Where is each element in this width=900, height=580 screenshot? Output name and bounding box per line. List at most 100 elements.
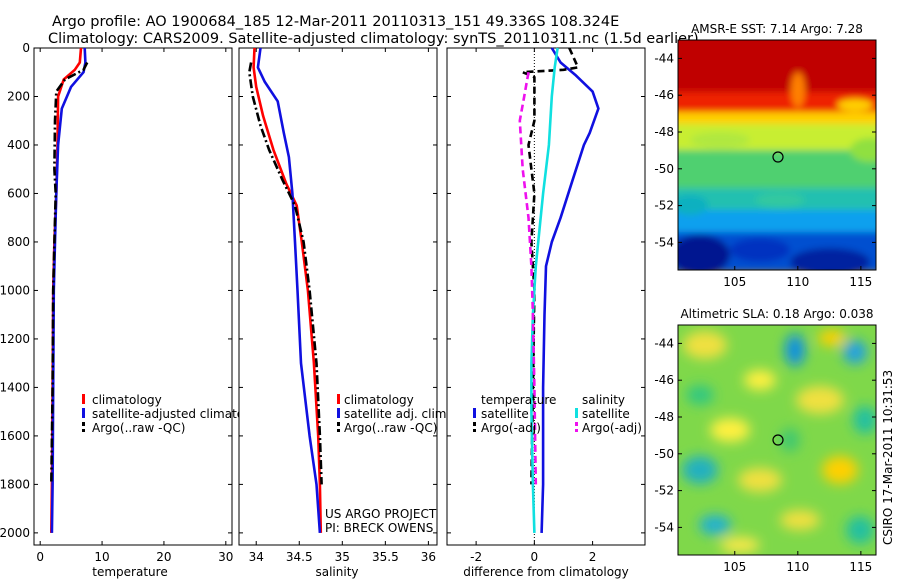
sst-map-frame (677, 39, 877, 271)
map-ytick-label: -44 (654, 51, 674, 65)
sst-map-title: AMSR-E SST: 7.14 Argo: 7.28 (691, 22, 863, 36)
timestamp-stamp: CSIRO 17-Mar-2011 10:31:53 (881, 370, 895, 545)
sla-heatmap (678, 325, 876, 555)
ytick-label: 200 (7, 89, 30, 103)
sla-xticks: 105 110 115 (723, 551, 872, 574)
xtick-label: 36 (421, 550, 436, 564)
salinity-xticks: 34 34.5 35 35.5 36 (249, 48, 436, 564)
difference-legend-temperature: temperature satellite Argo(-adj) (473, 393, 556, 435)
sst-xticks: 105 110 115 (723, 266, 872, 289)
salinity-xlabel: salinity (315, 565, 358, 579)
difference-panel: -2 0 2 difference from climatology tempera… (446, 47, 646, 579)
legend-title-temperature: temperature (481, 393, 556, 407)
legend-swatch-satellite-adj (337, 408, 340, 418)
map-ytick-label: -46 (654, 373, 674, 387)
sst-argo-marker (772, 151, 784, 163)
ytick-label: 1800 (0, 477, 30, 491)
map-ytick-label: -52 (654, 199, 674, 213)
map-xtick-label: 115 (849, 275, 872, 289)
map-xtick-label: 105 (723, 560, 746, 574)
map-ytick-label: -46 (654, 88, 674, 102)
xtick-label: 10 (94, 550, 109, 564)
figure-title-line2: Climatology: CARS2009. Satellite-adjuste… (48, 31, 699, 47)
series-line-salinity-satellite (530, 47, 559, 533)
xtick-label: 35.5 (372, 550, 399, 564)
temperature-xlabel: temperature (92, 565, 167, 579)
legend-swatch-climatology (337, 394, 340, 404)
ytick-label: 0 (22, 41, 30, 55)
sst-map-panel: AMSR-E SST: 7.14 Argo: 7.28 (654, 22, 877, 289)
temperature-yticks: 0 200 400 600 800 1000 1200 1400 1600 1800 2000 (0, 41, 232, 540)
legend-label-argo: Argo(..raw -QC) (344, 421, 437, 435)
ytick-label: 400 (7, 138, 30, 152)
xtick-label: 35 (335, 550, 350, 564)
legend-label-temp-satellite: satellite (481, 407, 529, 421)
legend-swatch-sal-argo-b (575, 429, 578, 432)
series-line-satellite-adj-clim- (256, 47, 322, 533)
series-line-argo-raw-qc- (50, 61, 89, 485)
map-ytick-label: -52 (654, 484, 674, 498)
xtick-label: 2 (589, 550, 597, 564)
xtick-label: 0 (531, 550, 539, 564)
sst-heatmap (678, 40, 876, 270)
map-ytick-label: -54 (654, 520, 674, 534)
legend-swatch-temp-satellite (473, 408, 476, 418)
difference-yticks (447, 47, 645, 534)
legend-swatch-argo (337, 422, 340, 426)
difference-xlabel: difference from climatology (463, 565, 629, 579)
series-line-temperature-satellite (540, 47, 600, 533)
sla-map-frame (677, 324, 877, 556)
series-line-argo-raw-qc- (248, 62, 323, 485)
map-ytick-label: -48 (654, 410, 674, 424)
salinity-legend: climatology satellite adj. clim. Argo(..… (337, 393, 450, 435)
legend-swatch-temp-argo-b (473, 429, 476, 432)
ytick-label: 1000 (0, 283, 30, 297)
credit-line2: PI: BRECK OWENS (325, 521, 433, 535)
legend-label-sal-satellite: satellite (582, 407, 630, 421)
temperature-series (50, 47, 89, 533)
legend-label-argo: Argo(..raw -QC) (92, 421, 185, 435)
legend-label-climatology: climatology (92, 393, 162, 407)
map-xtick-label: 110 (786, 275, 809, 289)
map-xtick-label: 115 (849, 560, 872, 574)
temperature-xticks: 0 10 20 30 (36, 48, 233, 564)
difference-legend-salinity: salinity satellite Argo(-adj) (575, 393, 642, 435)
xtick-label: 0 (36, 550, 44, 564)
temperature-legend: climatology satellite-adjusted climatolo… (82, 393, 262, 435)
salinity-series (248, 47, 323, 533)
ytick-label: 2000 (0, 526, 30, 540)
legend-label-sal-argo: Argo(-adj) (582, 421, 642, 435)
ytick-label: 1600 (0, 429, 30, 443)
series-line-salinity-argo-adj- (518, 71, 538, 485)
credit-line1: US ARGO PROJECT (325, 507, 437, 521)
sla-yticks: -44 -46 -48 -50 -52 -54 (654, 336, 876, 534)
xtick-label: 20 (156, 550, 171, 564)
legend-swatch-temp-argo (473, 422, 476, 426)
legend-swatch-climatology (82, 394, 85, 404)
legend-swatch-argo-b (337, 429, 340, 432)
map-ytick-label: -54 (654, 235, 674, 249)
legend-label-temp-argo: Argo(-adj) (481, 421, 541, 435)
figure-title-line1: Argo profile: AO 1900684_185 12-Mar-2011… (52, 14, 619, 30)
map-ytick-label: -50 (654, 162, 674, 176)
legend-swatch-satellite-adjusted (82, 408, 85, 418)
sla-map-title: Altimetric SLA: 0.18 Argo: 0.038 (680, 307, 873, 321)
salinity-axes (238, 47, 438, 546)
legend-title-salinity: salinity (582, 393, 625, 407)
sla-argo-marker (772, 434, 784, 446)
ytick-label: 600 (7, 186, 30, 200)
legend-label-satellite-adj: satellite adj. clim. (344, 407, 450, 421)
salinity-panel: 34 34.5 35 35.5 36 salinity climatology sate… (238, 47, 450, 579)
xtick-label: 34 (249, 550, 264, 564)
difference-series (518, 47, 600, 533)
sla-map-panel: Altimetric SLA: 0.18 Argo: 0.038 (654, 307, 877, 574)
legend-label-climatology: climatology (344, 393, 414, 407)
map-ytick-label: -44 (654, 336, 674, 350)
ytick-label: 800 (7, 235, 30, 249)
series-line-temperature-argo-adj- (521, 47, 580, 485)
difference-xticks: -2 0 2 (470, 48, 596, 564)
temperature-axes (33, 47, 233, 546)
ytick-label: 1400 (0, 380, 30, 394)
legend-swatch-sal-argo (575, 422, 578, 426)
